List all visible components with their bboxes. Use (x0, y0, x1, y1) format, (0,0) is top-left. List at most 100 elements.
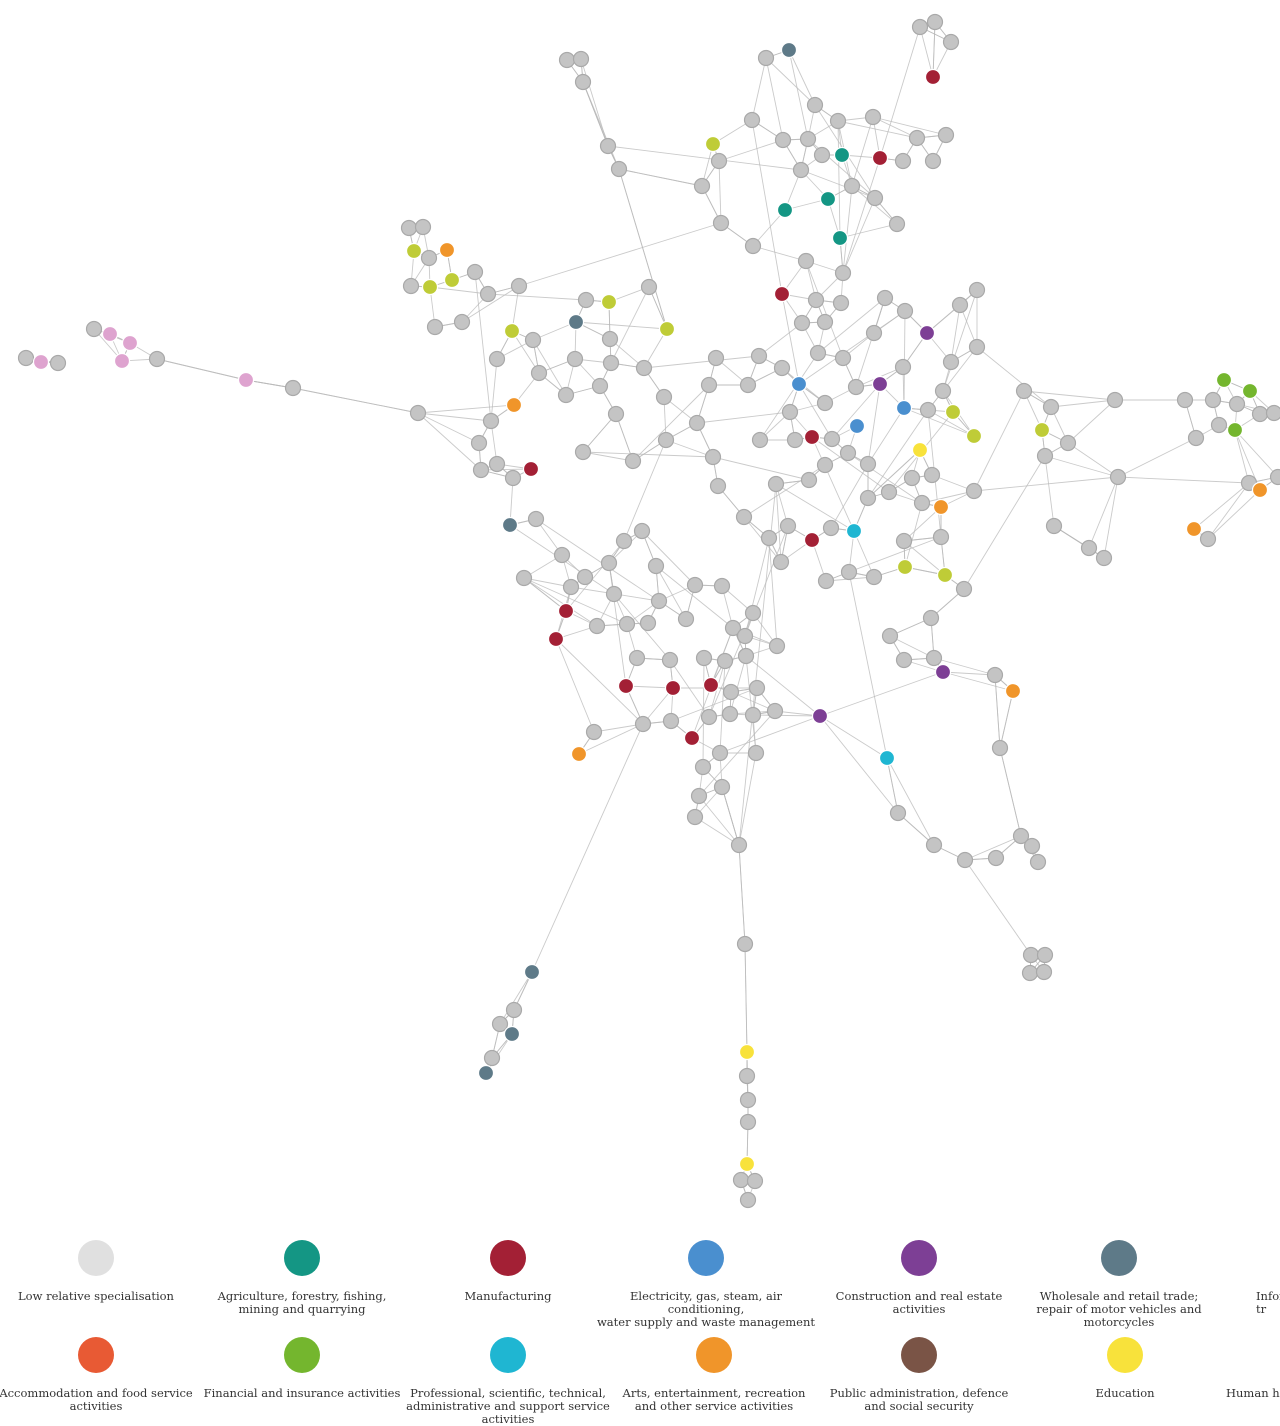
graph-node-grey (532, 366, 547, 381)
graph-node-grey (1082, 541, 1097, 556)
graph-edge (1208, 483, 1249, 539)
graph-node-grey (472, 436, 487, 451)
graph-node-grey (609, 407, 624, 422)
graph-node-grey (1025, 839, 1040, 854)
graph-node-grey (746, 239, 761, 254)
graph-node-grey (783, 405, 798, 420)
graph-node-grey (845, 179, 860, 194)
graph-node-grey (910, 131, 925, 146)
graph-node-grey (87, 322, 102, 337)
graph-node-grey (815, 148, 830, 163)
graph-node-grey (1178, 393, 1193, 408)
graph-node-grey (652, 594, 667, 609)
graph-node-grey (574, 52, 589, 67)
graph-edge (977, 347, 1051, 407)
graph-node-red (805, 430, 820, 445)
graph-node-pink (115, 354, 130, 369)
graph-edge (488, 294, 586, 300)
graph-node-grey (1031, 855, 1046, 870)
graph-node-grey (759, 51, 774, 66)
graph-node-grey (752, 349, 767, 364)
graph-node-grey (748, 1174, 763, 1189)
graph-node-grey (775, 361, 790, 376)
graph-node-grey (749, 746, 764, 761)
graph-node-grey (490, 352, 505, 367)
graph-edge (739, 845, 745, 944)
graph-node-grey (818, 315, 833, 330)
graph-node-grey (967, 484, 982, 499)
graph-node-grey (642, 280, 657, 295)
graph-edge (418, 405, 514, 413)
graph-edge (849, 572, 887, 758)
graph-edges (26, 22, 1278, 1200)
graph-node-red (873, 151, 888, 166)
graph-node-grey (927, 838, 942, 853)
graph-edge (1000, 748, 1021, 836)
graph-node-grey (512, 279, 527, 294)
graph-edge (769, 538, 777, 646)
graph-node-grey (1230, 397, 1245, 412)
legend-item-electricity: Electricity, gas, steam, air conditionin… (591, 1240, 821, 1329)
graph-node-grey (1253, 407, 1268, 422)
graph-node-grey (788, 433, 803, 448)
graph-node-grey (739, 649, 754, 664)
graph-node-grey (770, 639, 785, 654)
legend-label: Electricity, gas, steam, air conditionin… (591, 1290, 821, 1329)
graph-node-grey (891, 806, 906, 821)
legend-label: Agriculture, forestry, fishing, mining a… (187, 1290, 417, 1316)
graph-node-grey (868, 191, 883, 206)
graph-node-grey (819, 574, 834, 589)
legend-item-education: Education (1010, 1337, 1240, 1400)
graph-edge (532, 724, 643, 972)
graph-node-grey (781, 519, 796, 534)
graph-node-grey (695, 179, 710, 194)
graph-node-grey (702, 378, 717, 393)
legend: Low relative specialisation Agriculture,… (0, 1230, 1280, 1420)
graph-node-slate (569, 315, 584, 330)
graph-node-red (619, 679, 634, 694)
legend-label: Education (1010, 1387, 1240, 1400)
graph-node-grey (883, 629, 898, 644)
graph-node-yellow (740, 1157, 755, 1172)
graph-node-grey (481, 287, 496, 302)
graph-node-grey (896, 154, 911, 169)
graph-node-grey (866, 110, 881, 125)
graph-node-grey (663, 653, 678, 668)
graph-node-grey (988, 668, 1003, 683)
legend-item-low-relative-specialisation: Low relative specialisation (0, 1240, 211, 1303)
graph-node-grey (526, 333, 541, 348)
graph-node-grey (1212, 418, 1227, 433)
graph-node-grey (664, 714, 679, 729)
graph-node-grey (715, 579, 730, 594)
graph-node-lime (967, 429, 982, 444)
graph-node-orange (1253, 483, 1268, 498)
graph-node-grey (732, 838, 747, 853)
graph-node-grey (286, 381, 301, 396)
legend-swatch (78, 1337, 114, 1373)
legend-label: Manufacturing (393, 1290, 623, 1303)
graph-node-grey (795, 316, 810, 331)
graph-node-grey (897, 653, 912, 668)
graph-edge (852, 117, 873, 186)
graph-node-grey (402, 221, 417, 236)
graph-node-grey (741, 1193, 756, 1208)
graph-edge (1118, 438, 1196, 477)
graph-node-grey (709, 351, 724, 366)
legend-swatch (696, 1337, 732, 1373)
graph-node-grey (51, 356, 66, 371)
graph-node-grey (493, 1017, 508, 1032)
graph-edge (974, 477, 1118, 491)
graph-node-grey (692, 789, 707, 804)
legend-label: Accommodation and food service activitie… (0, 1387, 211, 1413)
graph-edge (1208, 490, 1260, 539)
graph-node-purple (873, 377, 888, 392)
graph-node-grey (490, 457, 505, 472)
graph-node-grey (506, 471, 521, 486)
graph-node-grey (659, 433, 674, 448)
graph-node-grey (559, 388, 574, 403)
graph-node-grey (604, 356, 619, 371)
graph-edge (744, 465, 825, 517)
graph-node-grey (715, 780, 730, 795)
graph-node-grey (1097, 551, 1112, 566)
graph-node-teal (833, 231, 848, 246)
